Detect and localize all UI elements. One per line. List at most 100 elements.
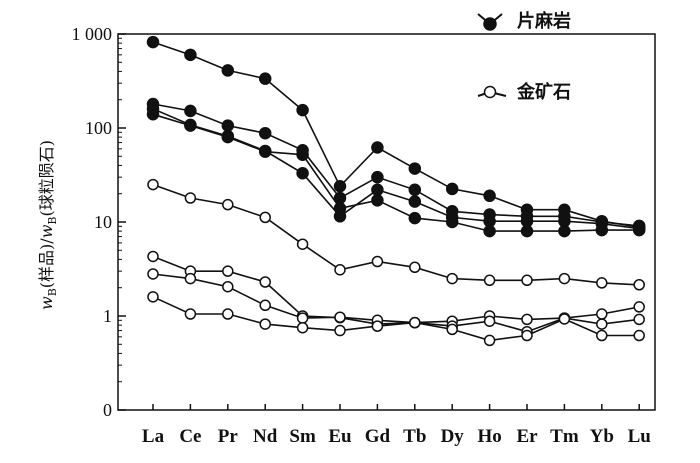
open-data-point (521, 274, 533, 287)
open-data-point (259, 318, 271, 330)
open-data-point (222, 198, 234, 211)
x-category-label: Eu (328, 426, 352, 447)
filled-circle-marker-icon (483, 17, 497, 31)
open-data-point (596, 329, 608, 342)
filled-data-point (333, 180, 347, 193)
open-data-point (409, 261, 421, 274)
filled-data-point (408, 195, 422, 208)
filled-data-point (258, 126, 272, 140)
x-category-label: Gd (365, 426, 391, 447)
open-data-point (409, 316, 421, 329)
open-data-point (483, 334, 496, 347)
open-data-point (147, 268, 159, 280)
open-data-point (334, 311, 346, 323)
open-data-point (147, 291, 159, 303)
open-data-point (633, 301, 645, 313)
open-data-point (633, 313, 645, 326)
filled-data-point (221, 130, 235, 144)
filled-data-point (483, 224, 496, 238)
open-data-point (334, 264, 346, 276)
filled-data-point (184, 48, 197, 62)
filled-data-point (221, 64, 235, 77)
filled-data-point (258, 145, 272, 158)
filled-data-point (408, 162, 422, 175)
filled-data-point (371, 170, 384, 184)
y-tick-label: 1 (103, 306, 112, 326)
open-data-point (222, 308, 234, 320)
open-data-point (596, 277, 608, 289)
filled-data-point (371, 194, 384, 207)
open-data-point (483, 274, 496, 287)
y-tick-label: 100 (85, 118, 112, 138)
filled-data-point (558, 224, 571, 238)
open-data-point (334, 324, 346, 337)
x-category-label: Tm (550, 426, 579, 447)
open-data-point (446, 272, 458, 285)
legend-item-gneiss: 片麻岩 (477, 10, 571, 32)
open-data-point (296, 312, 309, 324)
open-data-point (596, 318, 608, 330)
open-data-point (184, 272, 197, 285)
filled-data-point (408, 183, 422, 197)
y-axis-title: wB(样品)/wB(球粒陨石) (37, 140, 59, 310)
legend: 片麻岩 金矿石 (477, 10, 571, 103)
filled-data-point (258, 72, 272, 85)
x-category-label: Ho (477, 426, 501, 447)
x-category-label: Pr (218, 426, 239, 447)
filled-data-point (445, 215, 459, 229)
x-category-label: Dy (441, 426, 465, 447)
open-data-point (259, 211, 271, 224)
filled-data-point (408, 211, 422, 225)
open-data-point (633, 329, 645, 342)
open-data-point (184, 308, 197, 320)
open-data-point (184, 192, 197, 204)
open-data-point (446, 323, 458, 336)
open-circle-marker-icon (483, 85, 497, 99)
open-data-point (521, 329, 533, 342)
x-category-label: Nd (253, 426, 278, 447)
filled-data-point (595, 223, 609, 237)
legend-label-ore: 金矿石 (516, 81, 571, 103)
open-data-point (296, 238, 309, 250)
filled-data-point (333, 191, 347, 205)
x-category-label: Yb (590, 426, 614, 447)
open-data-point (296, 321, 309, 334)
x-category-label: Ce (179, 426, 201, 447)
filled-data-point (296, 148, 309, 161)
filled-data-point (221, 119, 235, 132)
open-data-point (371, 255, 384, 268)
filled-data-point (445, 182, 459, 196)
open-data-point (222, 280, 234, 293)
series-line-7 (152, 273, 640, 333)
x-category-label: Tb (403, 426, 426, 447)
legend-label-gneiss: 片麻岩 (517, 10, 571, 32)
open-data-point (633, 279, 645, 291)
open-data-point (371, 320, 384, 332)
open-data-point (259, 299, 271, 312)
x-category-label: La (142, 426, 165, 447)
open-data-point (259, 276, 271, 288)
filled-data-point (146, 108, 160, 121)
series-line-8 (152, 296, 640, 342)
legend-item-ore: 金矿石 (477, 81, 571, 103)
open-data-point (147, 178, 159, 191)
filled-data-point (184, 119, 197, 132)
x-category-label: Sm (289, 426, 316, 447)
filled-data-point (333, 202, 347, 215)
filled-data-point (146, 35, 160, 49)
y-tick-label: 10 (94, 212, 112, 232)
open-data-point (222, 265, 234, 277)
open-data-point (558, 272, 571, 285)
axes (117, 33, 656, 411)
x-category-label: Er (516, 426, 538, 447)
filled-data-point (520, 224, 534, 238)
series-layer (146, 35, 646, 347)
open-data-point (596, 308, 608, 320)
series-line-6 (152, 255, 640, 325)
y-tick-label: 0 (103, 400, 112, 420)
series-line-5 (152, 183, 640, 286)
y-tick-label: 1 000 (72, 24, 113, 44)
filled-data-point (371, 183, 384, 197)
filled-data-point (371, 141, 384, 154)
